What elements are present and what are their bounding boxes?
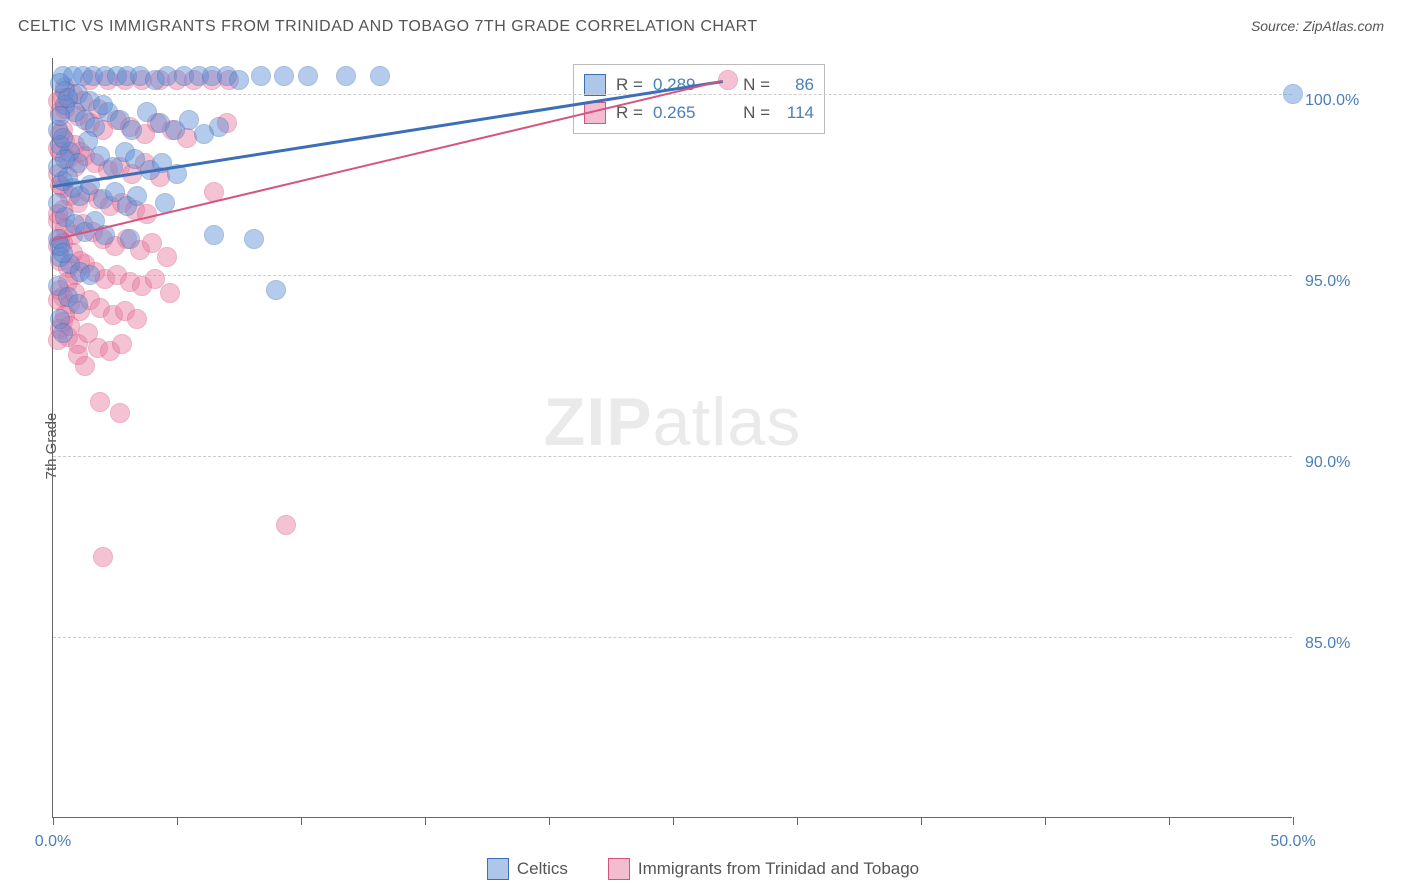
x-tick bbox=[301, 817, 302, 825]
data-point bbox=[53, 128, 73, 148]
x-tick bbox=[921, 817, 922, 825]
data-point bbox=[68, 294, 88, 314]
data-point bbox=[112, 334, 132, 354]
series-legend: Celtics Immigrants from Trinidad and Toba… bbox=[0, 858, 1406, 880]
data-point bbox=[53, 243, 73, 263]
data-point bbox=[75, 356, 95, 376]
y-tick-label: 95.0% bbox=[1305, 273, 1350, 291]
data-point bbox=[93, 547, 113, 567]
x-tick bbox=[1045, 817, 1046, 825]
data-point bbox=[127, 309, 147, 329]
legend-swatch bbox=[608, 858, 630, 880]
y-tick-label: 100.0% bbox=[1305, 92, 1359, 110]
legend-r-value: 0.265 bbox=[653, 99, 696, 127]
data-point bbox=[80, 265, 100, 285]
legend-label: Immigrants from Trinidad and Tobago bbox=[638, 859, 919, 879]
data-point bbox=[50, 106, 70, 126]
data-point bbox=[298, 66, 318, 86]
data-point bbox=[276, 515, 296, 535]
x-tick bbox=[53, 817, 54, 825]
data-point bbox=[157, 247, 177, 267]
gridline bbox=[53, 637, 1292, 638]
x-tick bbox=[425, 817, 426, 825]
data-point bbox=[122, 120, 142, 140]
x-tick bbox=[673, 817, 674, 825]
x-tick-label: 0.0% bbox=[35, 833, 71, 851]
y-tick-label: 90.0% bbox=[1305, 454, 1350, 472]
data-point bbox=[127, 186, 147, 206]
data-point bbox=[370, 66, 390, 86]
data-point bbox=[120, 229, 140, 249]
x-tick-label: 50.0% bbox=[1270, 833, 1315, 851]
data-point bbox=[229, 70, 249, 90]
data-point bbox=[53, 323, 73, 343]
x-tick bbox=[797, 817, 798, 825]
data-point bbox=[48, 193, 68, 213]
legend-label: Celtics bbox=[517, 859, 568, 879]
data-point bbox=[251, 66, 271, 86]
data-point bbox=[50, 73, 70, 93]
legend-n-value: 114 bbox=[780, 99, 814, 127]
data-point bbox=[336, 66, 356, 86]
legend-swatch bbox=[584, 74, 606, 96]
watermark-light: atlas bbox=[653, 384, 802, 460]
data-point bbox=[93, 95, 113, 115]
x-tick bbox=[177, 817, 178, 825]
scatter-plot: ZIPatlas R =0.289N =86R =0.265N =114 85.… bbox=[52, 58, 1292, 818]
legend-swatch bbox=[487, 858, 509, 880]
gridline bbox=[53, 275, 1292, 276]
data-point bbox=[266, 280, 286, 300]
data-point bbox=[274, 66, 294, 86]
data-point bbox=[209, 117, 229, 137]
gridline bbox=[53, 456, 1292, 457]
chart-title: CELTIC VS IMMIGRANTS FROM TRINIDAD AND T… bbox=[18, 18, 758, 36]
data-point bbox=[55, 149, 75, 169]
legend-item: Immigrants from Trinidad and Tobago bbox=[608, 858, 919, 880]
legend-n-label: N = bbox=[743, 99, 770, 127]
legend-row: R =0.265N =114 bbox=[584, 99, 814, 127]
y-tick-label: 85.0% bbox=[1305, 635, 1350, 653]
data-point bbox=[110, 403, 130, 423]
x-tick bbox=[549, 817, 550, 825]
chart-source: Source: ZipAtlas.com bbox=[1251, 18, 1384, 34]
gridline bbox=[53, 94, 1292, 95]
data-point bbox=[160, 283, 180, 303]
legend-item: Celtics bbox=[487, 858, 568, 880]
data-point bbox=[1283, 84, 1303, 104]
data-point bbox=[137, 204, 157, 224]
watermark: ZIPatlas bbox=[544, 383, 801, 461]
data-point bbox=[204, 225, 224, 245]
data-point bbox=[90, 392, 110, 412]
data-point bbox=[244, 229, 264, 249]
watermark-bold: ZIP bbox=[544, 384, 653, 460]
x-tick bbox=[1169, 817, 1170, 825]
x-tick bbox=[1293, 817, 1294, 825]
